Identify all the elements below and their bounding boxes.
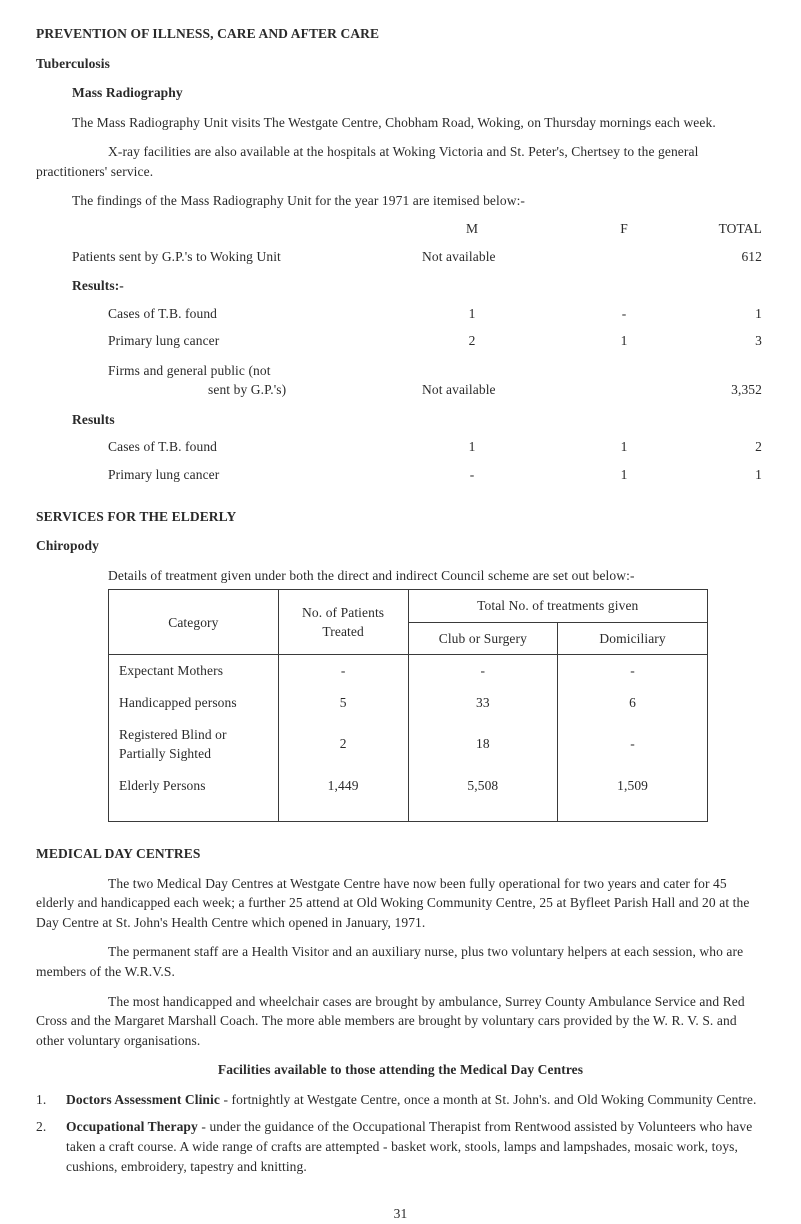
col-f-header: F xyxy=(542,219,682,239)
para-text: The findings of the Mass Radiography Uni… xyxy=(72,193,525,208)
val-f: 1 xyxy=(542,437,682,457)
val-f: - xyxy=(542,304,682,324)
th-club: Club or Surgery xyxy=(408,622,558,655)
para-mass-radio-1: The Mass Radiography Unit visits The Wes… xyxy=(36,113,765,133)
cell-np: 2 xyxy=(278,719,408,770)
val-total: 3 xyxy=(682,331,762,351)
val-m: 1 xyxy=(402,304,542,324)
row-label: Primary lung cancer xyxy=(108,331,402,351)
stats-header-row: M F TOTAL xyxy=(36,219,765,239)
row-label-line2: sent by G.P.'s) xyxy=(108,382,286,397)
not-available: Not available xyxy=(402,380,682,400)
val-total: 3,352 xyxy=(682,380,762,400)
val-f: 1 xyxy=(542,465,682,485)
row-tb-found-2: Cases of T.B. found 1 1 2 xyxy=(36,437,765,457)
facilities-title: Facilities available to those attending … xyxy=(36,1060,765,1080)
cell-dom: - xyxy=(558,719,708,770)
list-rest: - fortnightly at Westgate Centre, once a… xyxy=(220,1092,756,1107)
val-m: 1 xyxy=(402,437,542,457)
list-bold: Occupational Therapy xyxy=(66,1119,198,1134)
th-category: Category xyxy=(109,590,279,655)
table-row: Handicapped persons 5 33 6 xyxy=(109,687,708,719)
cell-dom: - xyxy=(558,655,708,687)
list-content: Doctors Assessment Clinic - fortnightly … xyxy=(66,1090,765,1110)
results-bold: Results xyxy=(36,410,765,430)
chiropody-heading: Chiropody xyxy=(36,536,765,556)
table-row: Registered Blind or Partially Sighted 2 … xyxy=(109,719,708,770)
cell-dom: 1,509 xyxy=(558,770,708,822)
list-content: Occupational Therapy - under the guidanc… xyxy=(66,1117,765,1176)
row-label-line1: Firms and general public (not xyxy=(108,363,271,378)
cell-label: Elderly Persons xyxy=(109,770,279,822)
row-label: Patients sent by G.P.'s to Woking Unit xyxy=(72,247,402,267)
val-m: - xyxy=(402,465,542,485)
facilities-list: 1. Doctors Assessment Clinic - fortnight… xyxy=(36,1090,765,1176)
para-findings: The findings of the Mass Radiography Uni… xyxy=(36,191,765,211)
row-primary-lung-2: Primary lung cancer - 1 1 xyxy=(36,465,765,485)
table-row: Elderly Persons 1,449 5,508 1,509 xyxy=(109,770,708,822)
mass-radiography-heading: Mass Radiography xyxy=(36,83,765,103)
cell-club: 33 xyxy=(408,687,558,719)
th-total-treatments: Total No. of treatments given xyxy=(408,590,708,623)
val-total: 1 xyxy=(682,465,762,485)
val-total: 612 xyxy=(682,247,762,267)
services-heading: SERVICES FOR THE ELDERLY xyxy=(36,507,765,527)
para-text: Details of treatment given under both th… xyxy=(108,568,635,583)
list-item: 2. Occupational Therapy - under the guid… xyxy=(36,1117,765,1176)
para-text: The permanent staff are a Health Visitor… xyxy=(36,944,743,979)
cell-club: 18 xyxy=(408,719,558,770)
row-label: Firms and general public (not sent by G.… xyxy=(108,361,402,400)
row-firms: Firms and general public (not sent by G.… xyxy=(36,361,765,400)
val-f: 1 xyxy=(542,331,682,351)
cell-label: Expectant Mothers xyxy=(109,655,279,687)
para-text: The two Medical Day Centres at Westgate … xyxy=(36,876,749,930)
para-xray: X-ray facilities are also available at t… xyxy=(36,142,765,181)
val-m: 2 xyxy=(402,331,542,351)
row-label: Cases of T.B. found xyxy=(108,304,402,324)
row-patients-sent: Patients sent by G.P.'s to Woking Unit N… xyxy=(36,247,765,267)
page-number: 31 xyxy=(36,1204,765,1224)
cell-label: Registered Blind or Partially Sighted xyxy=(109,719,279,770)
row-label: Cases of T.B. found xyxy=(108,437,402,457)
cell-np: 1,449 xyxy=(278,770,408,822)
para-text: X-ray facilities are also available at t… xyxy=(36,144,698,179)
mdc-para-1: The two Medical Day Centres at Westgate … xyxy=(36,874,765,933)
list-number: 1. xyxy=(36,1090,66,1110)
mdc-para-2: The permanent staff are a Health Visitor… xyxy=(36,942,765,981)
para-text: The most handicapped and wheelchair case… xyxy=(36,994,745,1048)
val-total: 1 xyxy=(682,304,762,324)
th-no-patients: No. of Patients Treated xyxy=(278,590,408,655)
not-available: Not available xyxy=(402,247,682,267)
tuberculosis-heading: Tuberculosis xyxy=(36,54,765,74)
cell-club: 5,508 xyxy=(408,770,558,822)
main-title: PREVENTION OF ILLNESS, CARE AND AFTER CA… xyxy=(36,24,765,44)
cell-club: - xyxy=(408,655,558,687)
val-total: 2 xyxy=(682,437,762,457)
mdc-heading: MEDICAL DAY CENTRES xyxy=(36,844,765,864)
row-primary-lung-1: Primary lung cancer 2 1 3 xyxy=(36,331,765,351)
table-row: Expectant Mothers - - - xyxy=(109,655,708,687)
list-number: 2. xyxy=(36,1117,66,1176)
para-text: The Mass Radiography Unit visits The Wes… xyxy=(72,115,716,130)
row-label: Primary lung cancer xyxy=(108,465,402,485)
treatment-table: Category No. of Patients Treated Total N… xyxy=(108,589,708,822)
col-m-header: M xyxy=(402,219,542,239)
chiropody-para: Details of treatment given under both th… xyxy=(36,566,765,586)
mdc-para-3: The most handicapped and wheelchair case… xyxy=(36,992,765,1051)
row-tb-found-1: Cases of T.B. found 1 - 1 xyxy=(36,304,765,324)
results-label: Results:- xyxy=(36,276,765,296)
list-bold: Doctors Assessment Clinic xyxy=(66,1092,220,1107)
col-total-header: TOTAL xyxy=(682,219,762,239)
cell-label: Handicapped persons xyxy=(109,687,279,719)
cell-np: - xyxy=(278,655,408,687)
list-item: 1. Doctors Assessment Clinic - fortnight… xyxy=(36,1090,765,1110)
th-dom: Domiciliary xyxy=(558,622,708,655)
cell-dom: 6 xyxy=(558,687,708,719)
cell-np: 5 xyxy=(278,687,408,719)
